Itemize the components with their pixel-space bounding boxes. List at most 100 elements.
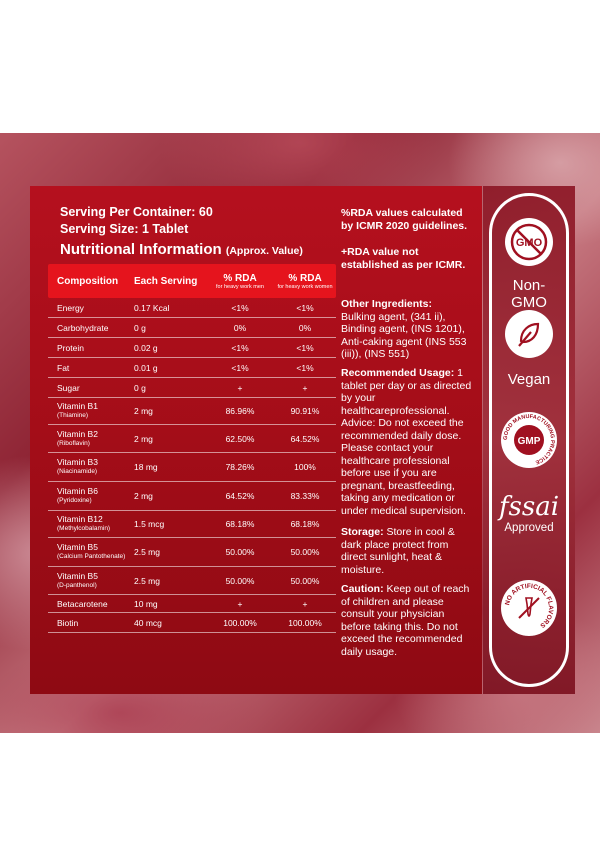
table-row: Protein 0.02 g <1% <1%	[48, 338, 336, 358]
table-header: Composition Each Serving % RDA for heavy…	[48, 264, 336, 298]
nutrient-subname: (Pyridoxine)	[57, 497, 92, 504]
serving-per-container: Serving Per Container: 60	[60, 205, 213, 219]
rda-women-value: 90.91%	[290, 406, 320, 416]
header-rda-women: % RDA for heavy work women	[274, 273, 336, 290]
rda-men-value: 86.96%	[225, 406, 255, 416]
gmo-icon-text: GMO	[516, 237, 543, 249]
nutrient-subname: (Riboflavin)	[57, 439, 90, 447]
plus-note: +RDA value not established as per ICMR.	[341, 246, 466, 271]
rda-women-value: <1%	[296, 302, 314, 313]
rda-men-value: 0%	[233, 322, 247, 333]
serving-value: 2.5 mg	[134, 575, 160, 586]
rda-men-value: <1%	[231, 302, 249, 313]
storage-text: Store in cool & dark place protect from …	[341, 526, 455, 576]
table-body: Energy 0.17 Kcal <1% <1% Carbohydrate 0 g 0% 0%…	[48, 298, 336, 633]
fssai-logo: fssai	[498, 492, 560, 522]
nutrient-label: Vitamin B6	[57, 486, 98, 496]
rda-men-value: 50.00%	[225, 575, 255, 586]
serving-value: 0 g	[134, 322, 146, 333]
serving-value: 0.02 g	[134, 342, 158, 353]
rda-women-value: <1%	[296, 342, 314, 353]
rda-women-value: 50.00%	[290, 575, 320, 586]
nutrient-name: Fat	[48, 363, 126, 373]
nutrient-label: Vitamin B1	[57, 401, 98, 411]
table-row: Fat 0.01 g <1% <1%	[48, 358, 336, 378]
usage-label: Recommended Usage:	[341, 367, 455, 379]
recommended-usage: Recommended Usage: 1 tablet per day or a…	[341, 367, 473, 517]
rda-men-value: 64.52%	[225, 491, 255, 501]
storage-label: Storage:	[341, 526, 384, 538]
header-each-serving: Each Serving	[134, 275, 198, 287]
nutrient-name: Carbohydrate	[48, 323, 126, 333]
serving-value: 18 mg	[134, 462, 158, 472]
nutrient-name: Vitamin B5 (Calcium Pantothenate)	[48, 542, 126, 562]
rda-note: %RDA values calculated by ICMR 2020 guid…	[341, 207, 468, 232]
nutrient-label: Betacarotene	[57, 598, 108, 609]
vegan-label: Vegan	[507, 371, 551, 388]
nutrient-name: Vitamin B3 (Niacinamide)	[48, 457, 126, 477]
serving-value: 0.01 g	[134, 362, 158, 373]
table-row: Betacarotene 10 mg + +	[48, 595, 336, 613]
nutrient-name: Sugar	[48, 383, 126, 393]
rda-women-value: 83.33%	[290, 491, 320, 501]
caution: Caution: Keep out of reach of children a…	[341, 583, 473, 658]
nutrient-label: Sugar	[57, 382, 80, 393]
gmp-icon-text: GMP	[518, 436, 541, 447]
table-row: Vitamin B6 (Pyridoxine) 2 mg 64.52% 83.33%	[48, 482, 336, 511]
nutrient-subname: (Calcium Pantothenate)	[57, 553, 126, 560]
serving-value: 2 mg	[134, 433, 153, 444]
serving-value: 0.17 Kcal	[134, 302, 170, 313]
dropper-icon: NO ARTIFICIAL FLAVORS	[501, 580, 557, 636]
title-note: (Approx. Value)	[225, 245, 303, 257]
table-row: Carbohydrate 0 g 0% 0%	[48, 318, 336, 338]
rda-men-value: +	[237, 598, 243, 609]
nutrient-name: Vitamin B1 (Thiamine)	[48, 401, 126, 421]
nutrient-label: Vitamin B12	[57, 514, 103, 524]
table-row: Vitamin B2 (Riboflavin) 2 mg 62.50% 64.52%	[48, 425, 336, 453]
rda-men-value: 100.00%	[223, 617, 257, 628]
table-row: Biotin 40 mcg 100.00% 100.00%	[48, 613, 336, 633]
caution-label: Caution:	[341, 583, 384, 595]
nutrient-name: Vitamin B5 (D-panthenol)	[48, 571, 126, 591]
serving-value: 2.5 mg	[134, 547, 160, 557]
no-gmo-icon: GMO	[505, 218, 553, 266]
non-gmo-badge: GMO Non-GMO	[496, 216, 562, 311]
storage: Storage: Store in cool & dark place prot…	[341, 526, 473, 576]
table-row: Energy 0.17 Kcal <1% <1%	[48, 298, 336, 318]
nutrient-name: Energy	[48, 303, 126, 313]
title-text: Nutritional Information	[60, 241, 222, 258]
nutrient-label: Vitamin B5	[57, 542, 98, 552]
rda-men-value: <1%	[231, 362, 249, 373]
rda-women-value: 50.00%	[290, 547, 320, 557]
serving-size: Serving Size: 1 Tablet	[60, 222, 189, 236]
serving-value: 40 mcg	[134, 617, 162, 628]
leaf-icon	[505, 310, 553, 358]
badge-frame	[489, 193, 569, 687]
rda-women-value: 64.52%	[290, 433, 320, 444]
rda-men-value: <1%	[231, 342, 249, 353]
other-label: Other Ingredients:	[341, 298, 433, 310]
rda-men-note: for heavy work men	[216, 283, 264, 290]
nutrient-label: Fat	[57, 362, 70, 373]
header-composition: Composition	[57, 275, 119, 287]
nutrient-label: Carbohydrate	[57, 322, 109, 333]
serving-value: 0 g	[134, 382, 146, 393]
nutrient-label: Energy	[57, 302, 84, 313]
nutrient-name: Biotin	[48, 618, 126, 628]
table-row: Vitamin B5 (Calcium Pantothenate) 2.5 mg 50…	[48, 538, 336, 567]
rda-women-value: 100%	[294, 462, 316, 472]
rda-men-value: 68.18%	[225, 519, 255, 529]
fssai-badge: fssai Approved	[496, 492, 562, 534]
fssai-label: Approved	[504, 522, 554, 534]
table-row: Vitamin B5 (D-panthenol) 2.5 mg 50.00% 50.00…	[48, 567, 336, 595]
header-rda-men: % RDA for heavy work men	[206, 273, 274, 290]
page-title: Nutritional Information (Approx. Value)	[60, 241, 303, 258]
table-row: Vitamin B12 (Methylcobalamin) 1.5 mcg 68.18…	[48, 511, 336, 538]
nutrient-subname: (Methylcobalamin)	[57, 525, 111, 532]
non-gmo-label: Non-GMO	[511, 277, 547, 311]
rda-men-label: % RDA	[223, 272, 257, 284]
nutrient-name: Vitamin B12 (Methylcobalamin)	[48, 514, 126, 534]
serving-value: 1.5 mcg	[134, 519, 165, 529]
rda-women-value: <1%	[296, 362, 314, 373]
nutrient-label: Protein	[57, 342, 84, 353]
